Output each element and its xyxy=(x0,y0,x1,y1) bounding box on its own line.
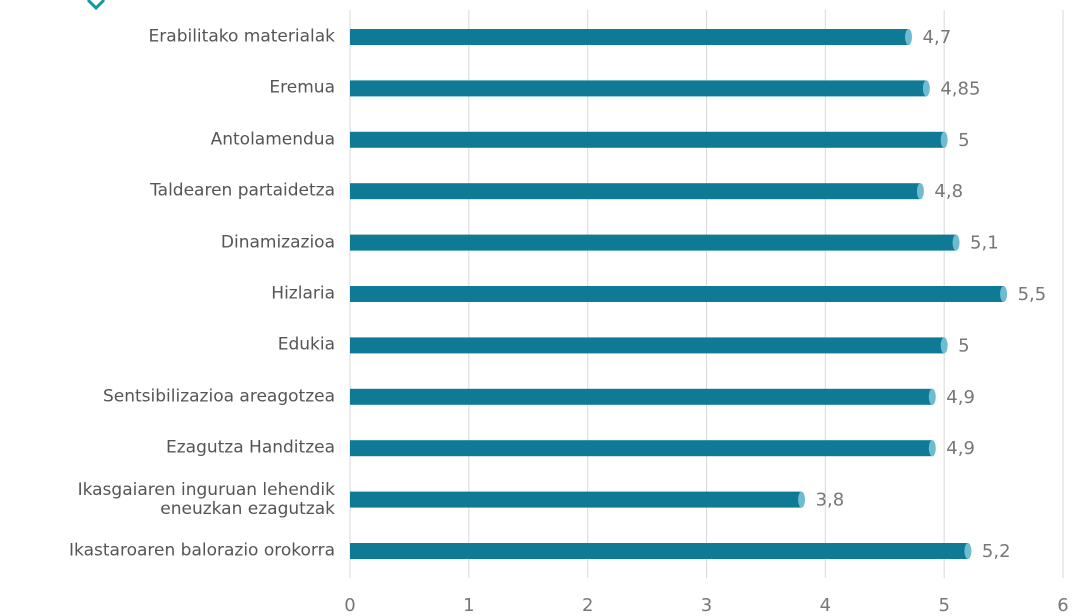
bar xyxy=(350,183,921,200)
value-label: 5 xyxy=(958,335,969,356)
category-label: Erabilitako materialak xyxy=(148,26,335,47)
bar-cap xyxy=(905,29,913,45)
bar xyxy=(350,440,933,457)
category-label: Dinamizazioa xyxy=(220,232,335,253)
bar xyxy=(350,29,909,45)
x-tick-label: 1 xyxy=(463,595,474,616)
x-tick-label: 6 xyxy=(1057,595,1068,616)
category-label: Edukia xyxy=(277,334,335,355)
category-label: Ikastaroaren balorazio orokorra xyxy=(69,540,335,561)
category-label: Antolamendua xyxy=(210,129,335,150)
category-label: Sentsibilizazioa areagotzea xyxy=(102,386,335,407)
category-label: Ikasgaiaren inguruan lehendik eneuzkan e… xyxy=(77,479,335,519)
value-label: 4,9 xyxy=(946,438,975,459)
x-tick-label: 4 xyxy=(820,595,831,616)
value-label: 3,8 xyxy=(816,490,845,511)
value-label: 4,7 xyxy=(923,27,952,48)
value-label: 4,8 xyxy=(934,181,963,202)
category-label: Taldearen partaidetza xyxy=(150,180,335,201)
bar xyxy=(350,491,802,508)
bar-cap xyxy=(798,491,806,508)
bar-cap xyxy=(928,388,936,405)
bar xyxy=(350,131,945,148)
bar xyxy=(350,80,927,97)
decor-icon xyxy=(86,0,106,11)
value-label: 5,5 xyxy=(1018,284,1047,305)
bar xyxy=(350,543,968,559)
value-label: 4,9 xyxy=(946,387,975,408)
bar xyxy=(350,337,945,354)
x-tick-label: 0 xyxy=(344,595,355,616)
bar-cap xyxy=(940,337,948,354)
value-label: 5,2 xyxy=(982,541,1011,562)
bar xyxy=(350,286,1004,302)
bar-cap xyxy=(928,440,936,457)
bar-cap xyxy=(964,543,972,559)
bar-cap xyxy=(940,131,948,148)
value-label: 4,85 xyxy=(940,78,980,99)
bar-cap xyxy=(916,183,924,200)
x-tick-label: 3 xyxy=(701,595,712,616)
bar-cap xyxy=(952,234,960,251)
category-label: Ezagutza Handitzea xyxy=(165,437,335,458)
category-label: Eremua xyxy=(269,77,335,98)
bar xyxy=(350,388,933,405)
bar-cap xyxy=(922,80,930,97)
bar-cap xyxy=(1000,286,1008,302)
value-label: 5,1 xyxy=(970,233,999,254)
x-tick-label: 5 xyxy=(938,595,949,616)
category-label: Hizlaria xyxy=(271,283,335,304)
value-label: 5 xyxy=(958,130,969,151)
bar xyxy=(350,234,957,251)
x-tick-label: 2 xyxy=(582,595,593,616)
